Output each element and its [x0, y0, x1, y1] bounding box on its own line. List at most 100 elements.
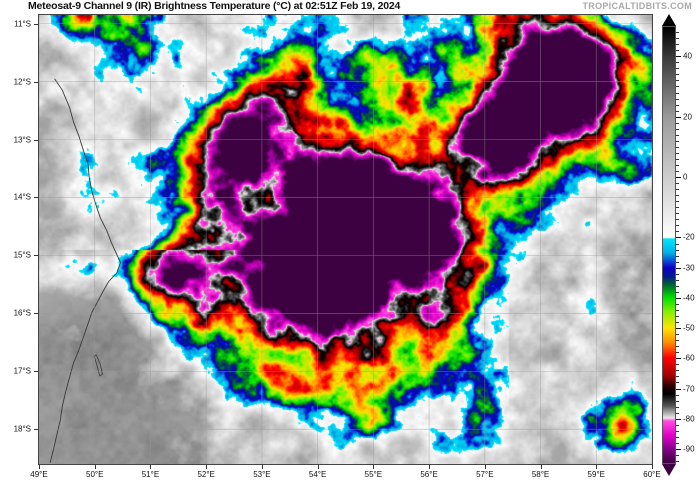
longitude-label: 58°E [531, 470, 550, 479]
colorbar-minor-tick [676, 122, 679, 124]
colorbar-minor-tick [676, 231, 679, 233]
colorbar-minor-tick [676, 225, 679, 227]
latitude-tick [34, 371, 38, 373]
longitude-tick [39, 465, 40, 469]
colorbar-minor-tick [676, 80, 679, 82]
colorbar-major-tick [676, 328, 681, 330]
colorbar-major-tick [676, 358, 681, 360]
longitude-tick [484, 465, 486, 469]
colorbar-minor-tick [676, 436, 679, 438]
longitude-label: 49°E [30, 470, 48, 479]
longitude-label: 54°E [308, 470, 327, 479]
longitude-label: 57°E [476, 470, 494, 479]
longitude-tick [94, 465, 96, 469]
latitude-tick [34, 313, 38, 315]
colorbar-label: -70 [683, 384, 695, 393]
longitude-tick [596, 465, 598, 469]
title-bar: Meteosat-9 Channel 9 (IR) Brightness Tem… [0, 0, 698, 14]
colorbar-minor-tick [676, 376, 679, 378]
colorbar-minor-tick [676, 424, 679, 426]
colorbar-overflow-top-arrow [662, 14, 676, 26]
colorbar-label: 0 [683, 172, 688, 182]
latitude-tick [34, 197, 38, 199]
colorbar-minor-tick [676, 104, 679, 106]
colorbar-minor-tick [676, 279, 679, 281]
latitude-label: 15°S [13, 250, 31, 260]
colorbar-label: -40 [683, 293, 695, 303]
longitude-label: 60°E [643, 470, 661, 479]
colorbar-minor-tick [676, 158, 679, 160]
colorbar-minor-tick [676, 406, 679, 408]
colorbar-label: -30 [683, 263, 695, 273]
colorbar-minor-tick [676, 400, 679, 402]
colorbar-label: -20 [683, 232, 695, 242]
latitude-label: 12°S [13, 77, 31, 87]
map-panel[interactable] [38, 14, 653, 465]
latitude-label: 18°S [13, 424, 31, 434]
colorbar-minor-tick [676, 346, 679, 348]
colorbar-minor-tick [676, 291, 679, 293]
colorbar-label: 20 [683, 112, 692, 122]
colorbar-minor-tick [676, 461, 679, 462]
colorbar-minor-tick [676, 255, 679, 257]
colorbar-minor-tick [676, 303, 679, 305]
watermark-tropicaltidbits: TROPICALTIDBITS.COM [582, 1, 692, 11]
colorbar-minor-tick [676, 442, 679, 444]
longitude-axis: 49°E 50°E 51°E 52°E 53°E 54°E 55°E 56°E 57°E 58°E… [30, 465, 661, 490]
colorbar-major-tick [676, 418, 681, 420]
colorbar-major-tick [676, 297, 681, 299]
colorbar-major-tick [676, 388, 681, 390]
colorbar-minor-tick [676, 334, 679, 336]
longitude-tick [261, 465, 263, 469]
colorbar-minor-tick [676, 219, 679, 221]
colorbar-label: -50 [683, 323, 695, 333]
longitude-label: 50°E [86, 470, 104, 479]
colorbar-major-tick [676, 56, 681, 58]
latitude-tick [34, 23, 38, 25]
colorbar-label: -60 [683, 353, 695, 363]
colorbar-minor-tick [676, 261, 679, 263]
longitude-tick [652, 465, 653, 469]
colorbar-minor-tick [676, 165, 679, 166]
colorbar-minor-tick [676, 243, 679, 245]
colorbar-minor-tick [676, 146, 679, 148]
colorbar-minor-tick [676, 98, 679, 100]
latitude-tick [34, 139, 38, 141]
colorbar-minor-tick [676, 74, 679, 76]
colorbar-major-tick [676, 267, 681, 269]
longitude-label: 51°E [141, 470, 160, 479]
colorbar-minor-tick [676, 152, 679, 154]
colorbar-ticks: 40 20 0 -20 -30 -40 -50 -60 -70 -80 -90 [676, 26, 698, 464]
colorbar-minor-tick [676, 189, 679, 191]
colorbar-overflow-bottom-arrow [662, 464, 676, 476]
colorbar-minor-tick [676, 183, 679, 185]
latitude-label: 17°S [13, 366, 31, 376]
longitude-tick [206, 465, 208, 469]
latitude-tick [34, 81, 38, 83]
colorbar-minor-tick [676, 128, 679, 130]
colorbar-major-tick [676, 116, 681, 118]
latitude-label: 14°S [13, 192, 31, 202]
colorbar-minor-tick [676, 140, 679, 142]
colorbar-minor-tick [676, 44, 679, 46]
colorbar-minor-tick [676, 316, 679, 317]
longitude-tick [540, 465, 542, 469]
colorbar-minor-tick [676, 364, 679, 366]
colorbar-minor-tick [676, 50, 679, 52]
colorbar-minor-tick [676, 340, 679, 342]
colorbar-minor-tick [676, 171, 679, 172]
longitude-label: 56°E [420, 470, 438, 479]
colorbar-minor-tick [676, 273, 679, 275]
colorbar-minor-tick [676, 382, 679, 384]
colorbar-minor-tick [676, 249, 679, 251]
colorbar-minor-tick [676, 201, 679, 203]
colorbar-major-tick [676, 448, 681, 450]
satellite-ir-image [39, 15, 652, 464]
colorbar-minor-tick [676, 110, 679, 112]
longitude-label: 53°E [253, 470, 271, 479]
colorbar-minor-tick [676, 285, 679, 287]
colorbar-minor-tick [676, 62, 679, 64]
longitude-tick [317, 465, 319, 469]
longitude-label: 59°E [587, 470, 605, 479]
